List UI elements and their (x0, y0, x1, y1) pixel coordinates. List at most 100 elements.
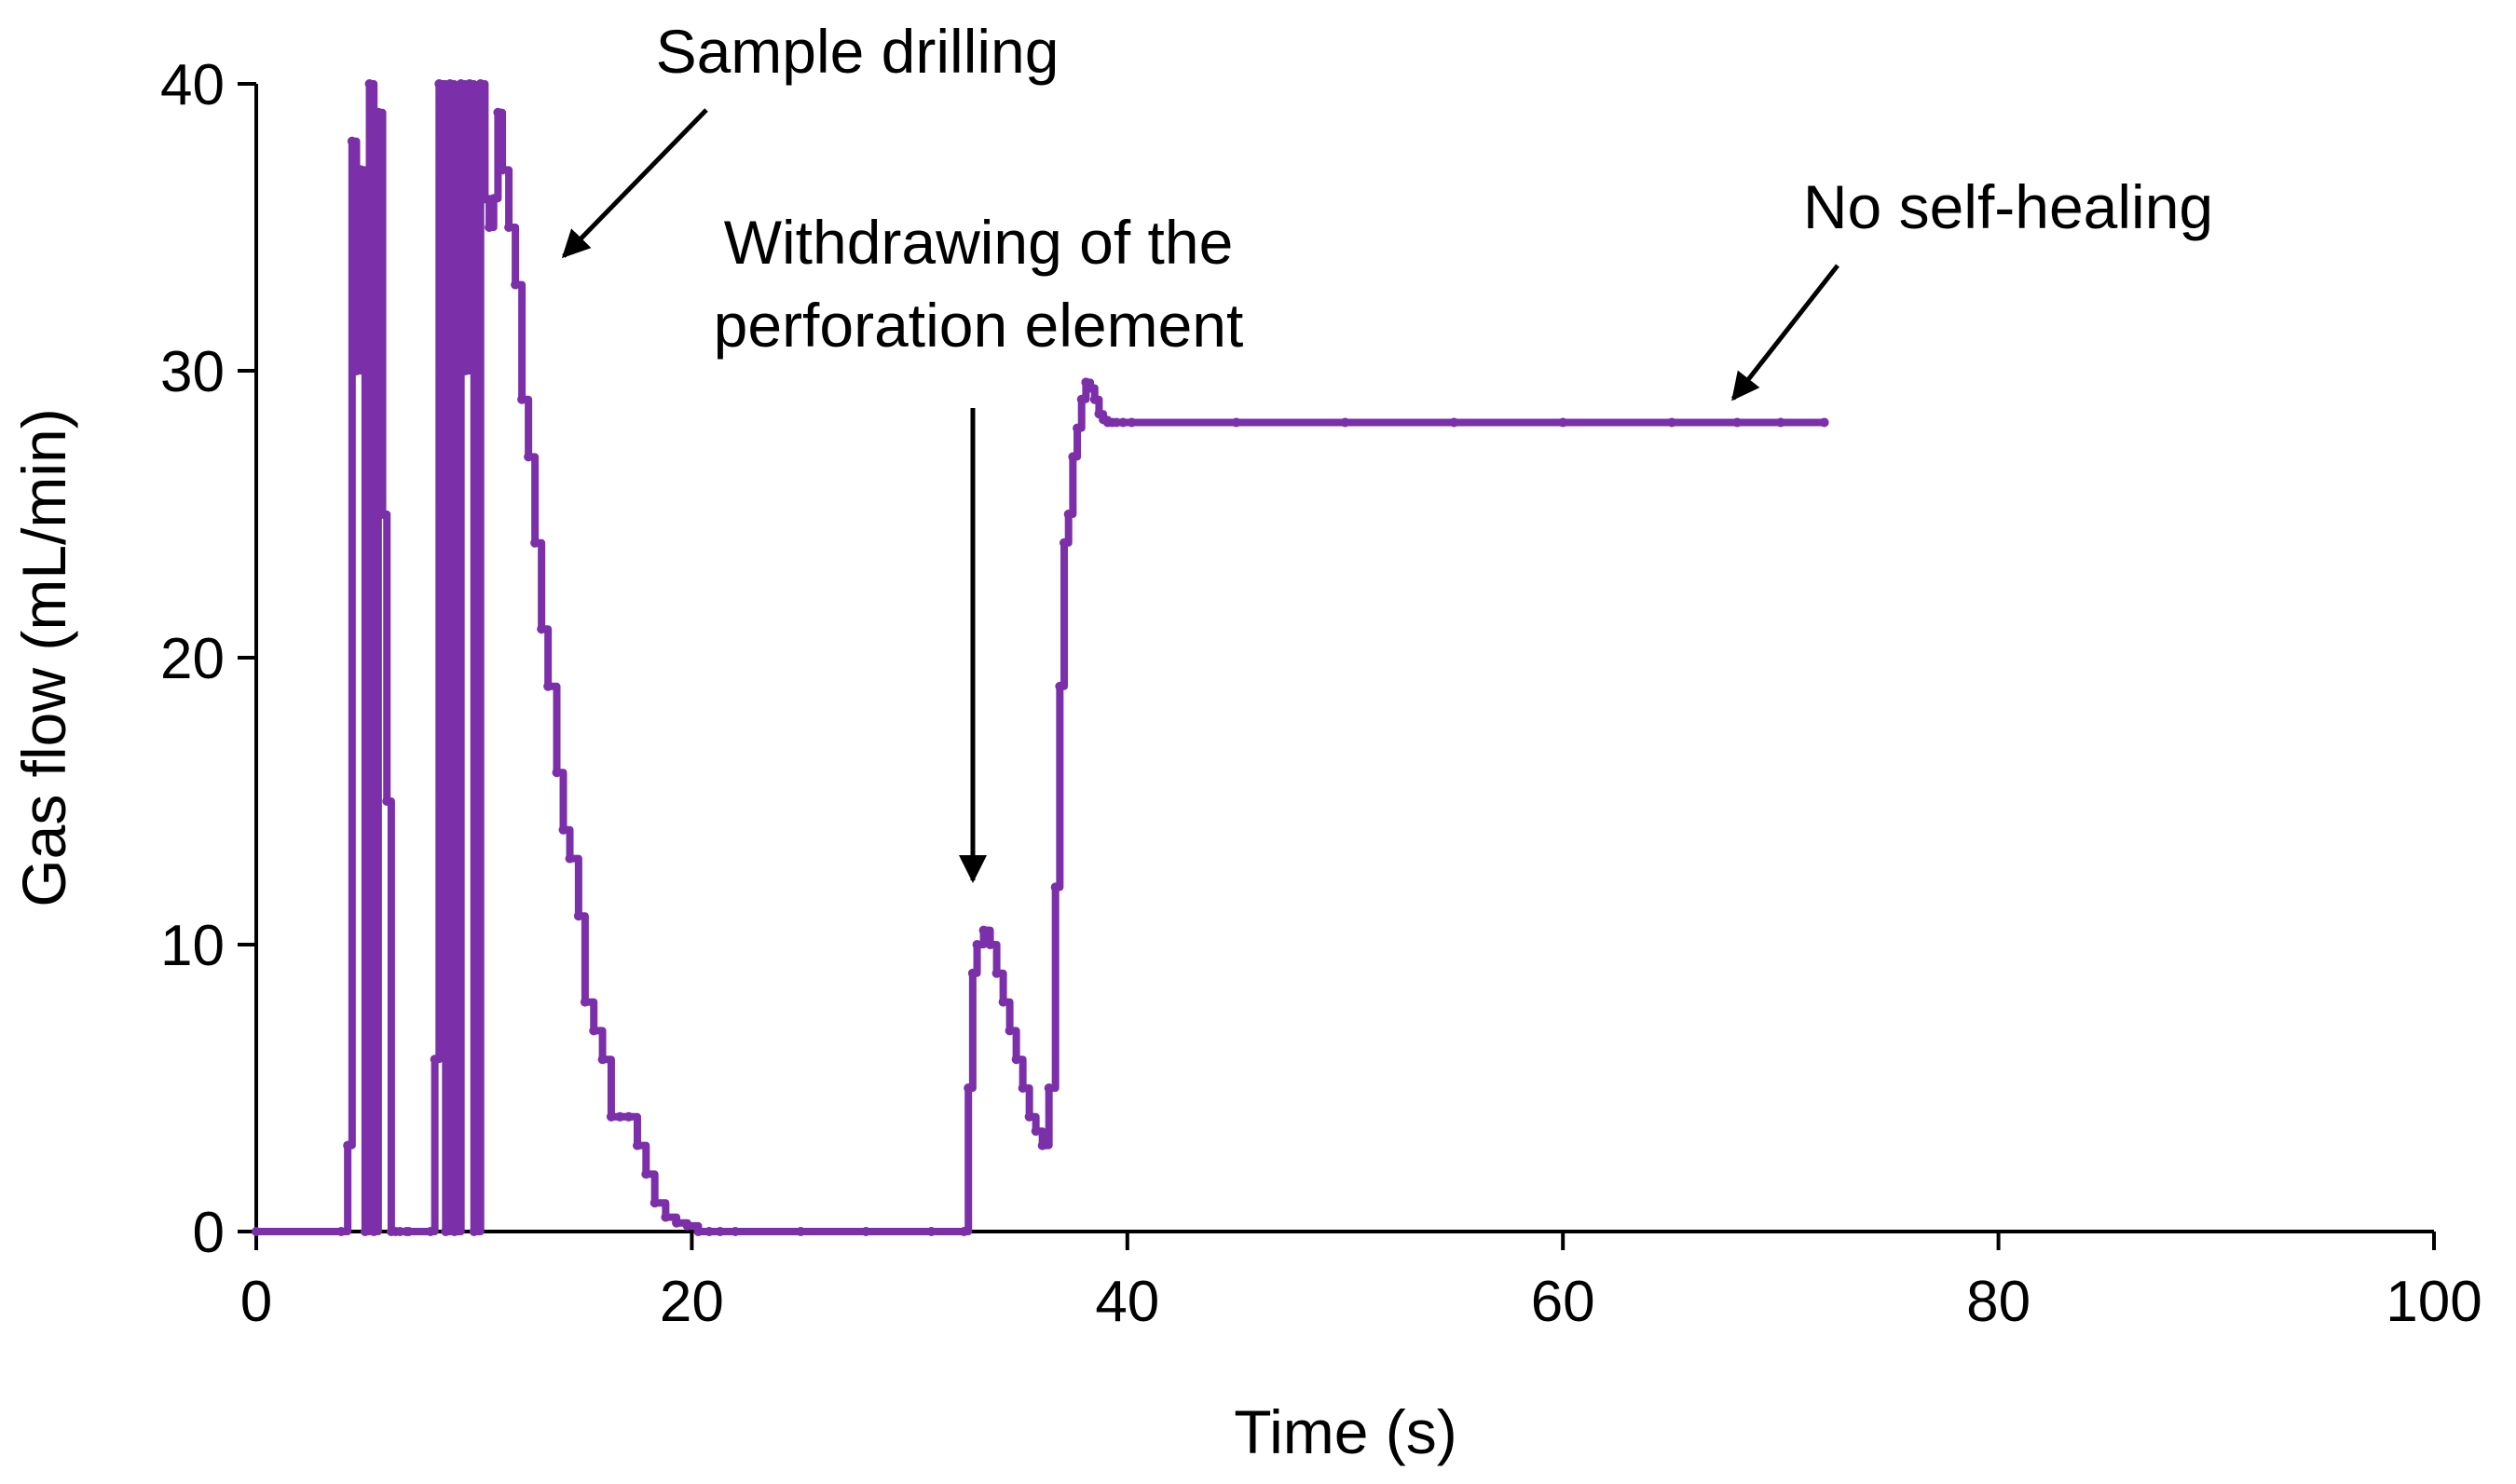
data-point (796, 1227, 806, 1236)
data-point (1667, 417, 1677, 428)
data-point (356, 165, 366, 175)
data-point (434, 79, 444, 88)
data-point (1340, 417, 1350, 428)
annotation-no-self-healing: No self-healing (1803, 172, 2213, 241)
x-tick-label: 60 (1531, 1270, 1595, 1334)
data-point (1089, 394, 1100, 404)
data-point (475, 79, 485, 88)
data-point (1055, 681, 1065, 691)
data-point (395, 1227, 405, 1236)
data-point (661, 1212, 671, 1222)
data-point (336, 1227, 347, 1236)
y-ticks: 0 10 20 30 40 (160, 53, 256, 1265)
data-point (650, 1198, 660, 1208)
data-point (552, 768, 562, 778)
x-tick-label: 0 (240, 1270, 272, 1334)
data-point (991, 968, 1002, 978)
data-point (1073, 423, 1083, 433)
data-point (615, 1111, 625, 1122)
data-point (632, 1140, 642, 1150)
data-point (377, 510, 388, 519)
data-point (715, 1227, 725, 1236)
data-point (469, 1227, 479, 1236)
data-point (959, 1227, 969, 1236)
data-point (1558, 417, 1568, 428)
data-point (731, 1227, 741, 1236)
data-point (861, 1227, 871, 1236)
data-point (1127, 417, 1137, 428)
data-point (543, 681, 554, 691)
data-point (1063, 510, 1073, 519)
data-point (441, 1227, 451, 1236)
data-point (1118, 417, 1128, 428)
data-point (1044, 1083, 1054, 1093)
data-point (1819, 417, 1829, 428)
data-point (382, 796, 392, 806)
x-tick-label: 100 (2386, 1270, 2482, 1334)
data-point (964, 1083, 974, 1093)
annotation-sample-drilling: Sample drilling (656, 17, 1060, 86)
data-point (347, 136, 357, 146)
data-point (589, 1026, 599, 1036)
data-point (1231, 417, 1241, 428)
data-point (493, 107, 503, 117)
data-point (1068, 452, 1078, 462)
data-point (573, 911, 583, 921)
data-point (1005, 1026, 1015, 1036)
data-point (537, 624, 547, 634)
data-point (498, 165, 508, 175)
data-point (360, 1227, 370, 1236)
data-point (504, 223, 514, 232)
data-point (1031, 1126, 1041, 1137)
data-point (672, 1218, 682, 1228)
y-tick-label: 30 (160, 340, 225, 404)
arrow-no-self-healing (1731, 264, 1839, 402)
data-point (967, 968, 978, 978)
x-tick-label: 80 (1966, 1270, 2031, 1334)
data-point (480, 194, 490, 204)
data-point (558, 824, 568, 835)
data-point (1449, 417, 1459, 428)
series-layer (252, 79, 1829, 1236)
data-point (978, 925, 989, 935)
data-point (430, 1055, 440, 1065)
data-point (530, 538, 540, 548)
data-point (369, 1227, 379, 1236)
data-point (403, 1227, 414, 1236)
data-point (1732, 417, 1743, 428)
y-tick-label: 40 (160, 53, 225, 117)
data-point (1076, 394, 1087, 404)
data-point (693, 1227, 704, 1236)
annotation-withdrawing-line-2: perforation element (714, 291, 1244, 360)
y-tick-label: 20 (160, 627, 225, 691)
y-axis-title: Gas flow (mL/min) (9, 408, 78, 906)
data-point (1011, 1055, 1021, 1065)
data-point (985, 940, 995, 949)
arrow-sample-drilling (561, 108, 708, 259)
data-point (373, 107, 383, 117)
data-point (1018, 1083, 1028, 1093)
data-point (972, 940, 982, 949)
data-point (252, 1227, 261, 1236)
data-point (444, 79, 455, 88)
data-point (998, 997, 1008, 1007)
data-point (682, 1220, 692, 1231)
data-point (1024, 1111, 1034, 1122)
data-point (565, 853, 575, 864)
data-point (606, 1111, 616, 1122)
data-point (1060, 538, 1070, 548)
data-point (456, 79, 466, 88)
data-point (511, 279, 521, 290)
data-point (704, 1227, 715, 1236)
x-tick-label: 40 (1095, 1270, 1159, 1334)
data-point (641, 1169, 651, 1179)
data-point (580, 997, 590, 1007)
data-point (460, 366, 471, 375)
data-point (465, 79, 475, 88)
data-point (1086, 383, 1096, 393)
data-point (488, 194, 499, 204)
data-point (425, 1227, 435, 1236)
data-point (1112, 417, 1122, 428)
x-axis-title: Time (s) (1234, 1397, 1457, 1466)
